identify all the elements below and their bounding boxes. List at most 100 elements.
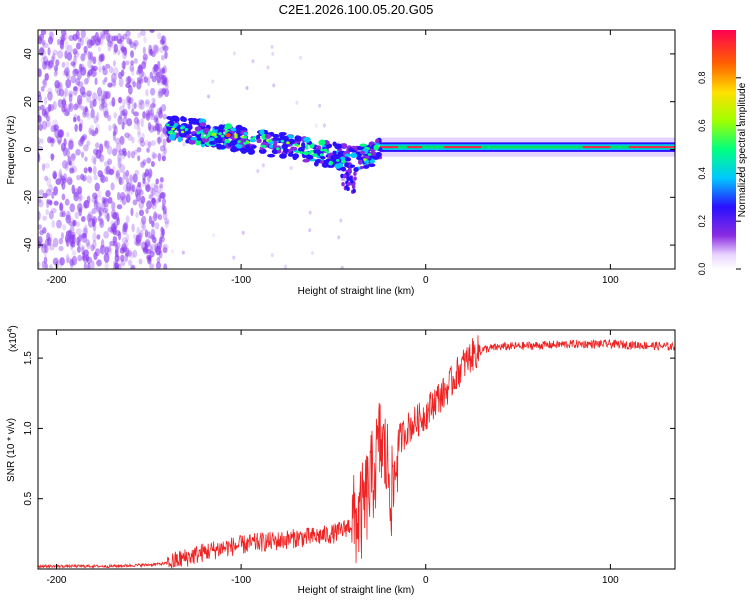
noise-blob <box>125 60 130 66</box>
noise-blob <box>127 103 131 110</box>
noise-blob <box>158 88 165 97</box>
ridge-blob <box>334 163 342 169</box>
noise-blob <box>38 153 41 163</box>
noise-blob <box>107 114 112 122</box>
noise-blob <box>139 140 146 148</box>
noise-blob <box>152 153 158 159</box>
noise-blob <box>40 85 45 92</box>
noise-blob <box>134 169 140 176</box>
noise-blob <box>68 178 73 185</box>
ridge-blob <box>344 153 352 157</box>
noise-blob <box>161 104 167 112</box>
noise-blob <box>91 208 96 214</box>
noise-blob <box>128 96 134 105</box>
noise-blob <box>94 182 100 192</box>
noise-blob <box>144 229 149 238</box>
noise-blob <box>96 259 102 267</box>
noise-blob <box>232 51 236 56</box>
y-tick-label: 1.5 <box>23 351 34 365</box>
noise-blob <box>148 49 154 57</box>
noise-blob <box>100 94 105 102</box>
noise-blob <box>65 214 72 224</box>
noise-blob <box>158 250 163 259</box>
noise-blob <box>100 33 106 40</box>
noise-blob <box>157 32 162 40</box>
noise-blob <box>129 64 135 72</box>
noise-blob <box>136 147 142 153</box>
ridge-blob <box>272 133 280 139</box>
noise-blob <box>148 194 154 200</box>
noise-blob <box>159 145 166 152</box>
noise-blob <box>68 160 73 166</box>
noise-blob <box>136 76 143 82</box>
noise-blob <box>154 123 160 131</box>
noise-blob <box>104 246 109 256</box>
noise-blob <box>64 87 69 97</box>
snr-marks <box>38 335 675 569</box>
noise-blob <box>119 164 126 173</box>
noise-blob <box>212 233 216 238</box>
noise-blob <box>115 242 121 250</box>
signal-core <box>407 146 423 149</box>
noise-blob <box>68 159 75 167</box>
noise-blob <box>80 105 85 111</box>
noise-blob <box>53 71 58 77</box>
noise-blob <box>111 201 116 211</box>
noise-blob <box>104 161 110 167</box>
noise-blob <box>102 79 106 85</box>
noise-blob <box>151 203 157 210</box>
noise-blob <box>131 265 135 269</box>
noise-blob <box>70 240 76 248</box>
noise-blob <box>41 120 48 130</box>
noise-blob <box>122 60 126 70</box>
noise-blob <box>93 42 99 48</box>
noise-blob <box>66 176 73 186</box>
ridge-tail <box>341 181 345 187</box>
noise-blob <box>135 211 139 219</box>
noise-blob <box>164 218 170 225</box>
noise-blob <box>96 201 102 212</box>
colorbar-gradient <box>712 30 736 269</box>
noise-blob <box>160 226 164 233</box>
noise-blob <box>93 157 97 166</box>
ridge-blob <box>369 159 376 164</box>
noise-blob <box>139 189 144 196</box>
noise-blob <box>135 234 139 243</box>
noise-blob <box>96 234 101 240</box>
noise-blob <box>126 118 133 127</box>
chart-title: C2E1.2026.100.05.20.G05 <box>279 2 434 17</box>
noise-blob <box>101 98 106 105</box>
ridge-blob <box>180 116 186 122</box>
noise-blob <box>61 210 66 218</box>
noise-blob <box>80 244 86 251</box>
noise-blob <box>83 262 88 269</box>
noise-blob <box>64 162 69 171</box>
noise-blob <box>131 223 135 233</box>
noise-blob <box>94 142 100 149</box>
noise-blob <box>113 112 118 119</box>
noise-blob <box>59 39 64 49</box>
ridge-hotspot <box>268 139 273 142</box>
noise-blob <box>54 84 59 94</box>
noise-blob <box>72 249 77 256</box>
noise-blob <box>40 138 44 144</box>
noise-blob <box>111 97 116 107</box>
noise-blob <box>105 190 111 198</box>
snr-y-multiplier-exponent: 4 <box>7 329 14 333</box>
ridge-hotspot <box>367 153 372 156</box>
noise-blob <box>47 47 51 56</box>
noise-blob <box>92 71 98 77</box>
ridge-hotspot <box>320 148 324 152</box>
noise-blob <box>103 198 109 208</box>
noise-blob <box>41 260 46 269</box>
ridge-hotspot <box>213 132 217 136</box>
noise-blob <box>151 187 156 196</box>
noise-blob <box>70 75 77 84</box>
noise-blob <box>48 264 53 269</box>
ridge-blob <box>330 154 336 160</box>
noise-blob <box>71 255 78 266</box>
noise-blob <box>116 204 123 210</box>
noise-blob <box>121 236 128 244</box>
ridge-hotspot <box>207 131 212 135</box>
noise-blob <box>83 199 90 209</box>
